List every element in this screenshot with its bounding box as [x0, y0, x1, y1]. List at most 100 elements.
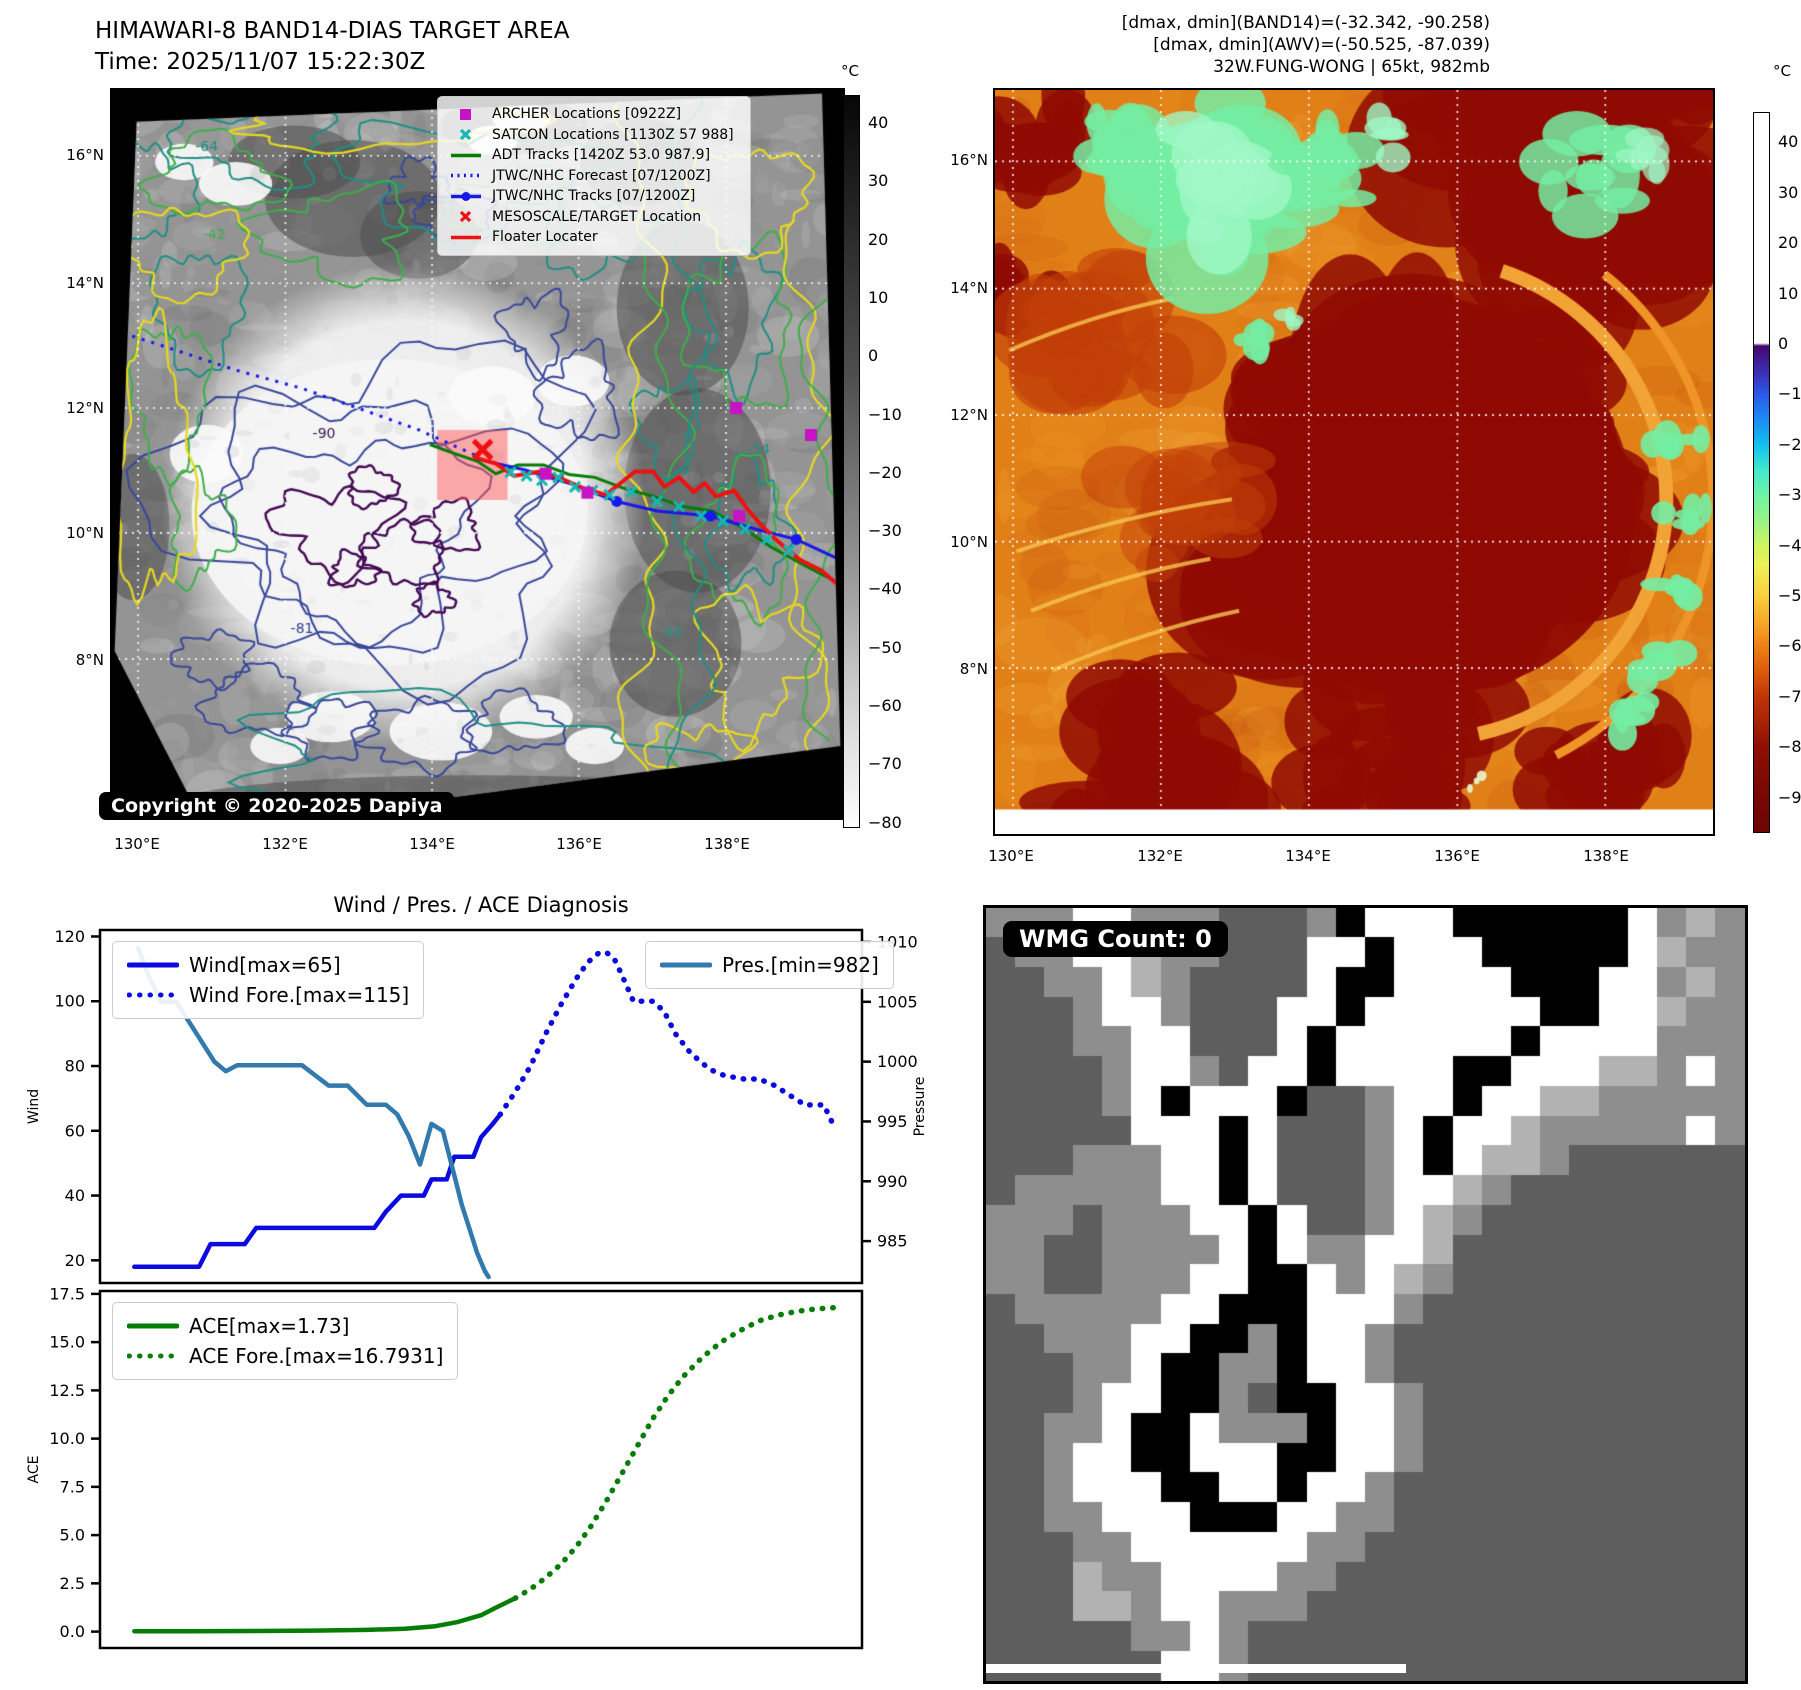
colorbar-tick: −60	[868, 696, 902, 716]
awv-colorbar	[1753, 112, 1770, 833]
series-ace	[132, 1595, 518, 1634]
tick-label: 138°E	[704, 835, 750, 853]
dotted-marker-icon	[448, 168, 484, 183]
tick-label: 8°N	[959, 660, 988, 678]
tick-label: 134°E	[1285, 847, 1331, 865]
line-marker-icon	[448, 230, 484, 245]
legend-item-label: ACE Fore.[max=16.7931]	[189, 1344, 444, 1368]
colorbar-tick: −30	[868, 521, 902, 541]
tick-label: 130°E	[988, 847, 1034, 865]
legend-item: Floater Locater	[448, 227, 740, 248]
legend-item-label: Pres.[min=982]	[722, 953, 879, 977]
colorbar-tick: −70	[1778, 686, 1801, 706]
colorbar-tick: 30	[868, 171, 889, 191]
tick-label: 10°N	[950, 533, 988, 551]
legend-item-label: ARCHER Locations [0922Z]	[492, 106, 682, 122]
tick-label: 1005	[877, 992, 918, 1011]
colorbar-tick: 40	[1778, 132, 1799, 152]
legend-item: Wind Fore.[max=115]	[127, 980, 409, 1010]
colorbar-tick: 40	[868, 112, 889, 132]
legend-item: SATCON Locations [1130Z 57 988]	[448, 125, 740, 146]
solid-line-icon	[660, 959, 712, 971]
colorbar-tick: −10	[868, 404, 902, 424]
band14-title: HIMAWARI-8 BAND14-DIAS TARGET AREA	[95, 18, 570, 44]
tick-label: 130°E	[114, 835, 160, 853]
legend-item-label: ADT Tracks [1420Z 53.0 987.9]	[492, 147, 711, 163]
tick-label: 5.0	[60, 1526, 85, 1545]
colorbar-tick: −80	[1778, 737, 1801, 757]
tick-label: 138°E	[1583, 847, 1629, 865]
wmg-bottom-strip	[986, 1664, 1406, 1673]
colorbar-tick: −10	[1778, 384, 1801, 404]
colorbar-tick: 30	[1778, 182, 1799, 202]
tick-label: 990	[877, 1172, 908, 1191]
legend-item-label: Wind Fore.[max=115]	[189, 983, 410, 1007]
colorbar-tick: −40	[1778, 535, 1801, 555]
tick-label: 985	[877, 1232, 908, 1251]
tick-label: 136°E	[556, 835, 602, 853]
colorbar-tick: 0	[868, 346, 879, 366]
legend-item-label: Floater Locater	[492, 229, 598, 245]
legend-item: Wind[max=65]	[127, 950, 409, 980]
tick-label: 136°E	[1434, 847, 1480, 865]
dotted-line-icon	[127, 1350, 179, 1362]
series-ace-fore-	[512, 1304, 839, 1601]
ace-legend: ACE[max=1.73] ACE Fore.[max=16.7931]	[112, 1302, 459, 1380]
legend-item: ACE Fore.[max=16.7931]	[127, 1341, 443, 1371]
tick-label: 995	[877, 1112, 908, 1131]
x-marker-icon	[448, 127, 484, 142]
tick-label: 16°N	[66, 146, 104, 164]
legend-item-label: JTWC/NHC Tracks [07/1200Z]	[492, 188, 696, 204]
tick-label: 80	[65, 1057, 85, 1076]
colorbar-tick: 0	[1778, 333, 1789, 353]
wmg-canvas	[986, 908, 1745, 1681]
colorbar-tick: −80	[868, 812, 902, 832]
series-wind	[132, 1112, 503, 1270]
wmg-panel	[983, 905, 1748, 1684]
tick-label: 1000	[877, 1052, 918, 1071]
legend-item: JTWC/NHC Forecast [07/1200Z]	[448, 166, 740, 187]
series-wind-fore-	[497, 949, 835, 1124]
storm-id-intensity: 32W.FUNG-WONG | 65kt, 982mb	[1213, 57, 1490, 77]
colorbar-tick: −40	[868, 579, 902, 599]
colorbar-tick: 10	[868, 287, 889, 307]
series-pres-	[135, 945, 491, 1280]
chart-title: Wind / Pres. / ACE Diagnosis	[333, 893, 629, 917]
legend-item: ACE[max=1.73]	[127, 1311, 443, 1341]
map-legend: ARCHER Locations [0922Z] SATCON Locations…	[437, 96, 751, 256]
colorbar-tick: 10	[1778, 283, 1799, 303]
colorbar-tick: −70	[868, 754, 902, 774]
tick-label: 12°N	[950, 406, 988, 424]
colorbar-tick: −50	[1778, 586, 1801, 606]
colorbar-tick: −50	[868, 637, 902, 657]
legend-item-label: JTWC/NHC Forecast [07/1200Z]	[492, 167, 711, 184]
wind-legend: Wind[max=65] Wind Fore.[max=115]	[112, 941, 425, 1019]
solid-line-icon	[127, 1320, 179, 1332]
band14-colorbar	[843, 95, 860, 828]
square-marker-icon	[448, 107, 484, 122]
pres-legend: Pres.[min=982]	[645, 941, 894, 989]
linedot-marker-icon	[448, 189, 484, 204]
awv-map-canvas	[995, 90, 1713, 834]
awv-map-panel	[993, 88, 1715, 836]
legend-item: Pres.[min=982]	[660, 950, 879, 980]
tick-label: 14°N	[66, 274, 104, 292]
solid-line-icon	[127, 959, 179, 971]
tick-label: 12°N	[66, 399, 104, 417]
dmax-dmin-awv: [dmax, dmin](AWV)=(-50.525, -87.039)	[1153, 35, 1490, 55]
legend-item-label: ACE[max=1.73]	[189, 1314, 350, 1338]
y-axis-label: ACE	[26, 1456, 42, 1484]
band14-time: Time: 2025/11/07 15:22:30Z	[95, 49, 426, 75]
colorbar-tick: −60	[1778, 636, 1801, 656]
dmax-dmin-band14: [dmax, dmin](BAND14)=(-32.342, -90.258)	[1121, 13, 1490, 33]
wmg-count-label: WMG Count: 0	[1003, 921, 1228, 957]
tick-label: 10.0	[49, 1429, 85, 1448]
colorbar-tick: 20	[1778, 233, 1799, 253]
tick-label: 8°N	[75, 651, 104, 669]
colorbar-tick: −20	[1778, 434, 1801, 454]
legend-item: ADT Tracks [1420Z 53.0 987.9]	[448, 145, 740, 166]
tick-label: 0.0	[60, 1622, 85, 1641]
colorbar-tick: −30	[1778, 485, 1801, 505]
awv-colorbar-unit: °C	[1773, 62, 1791, 80]
